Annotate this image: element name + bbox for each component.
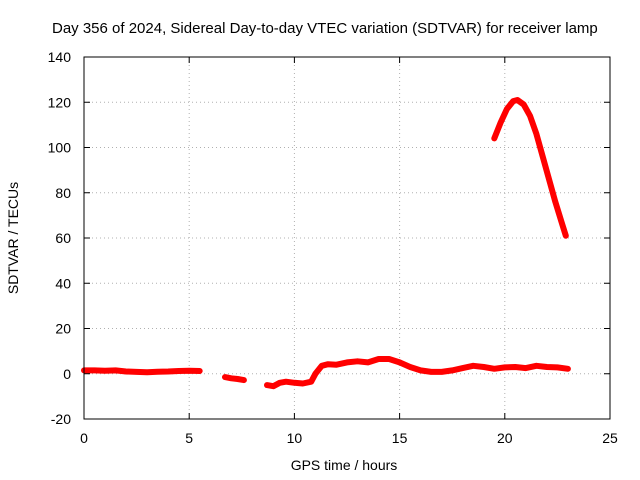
chart-title: Day 356 of 2024, Sidereal Day-to-day VTE… xyxy=(52,20,598,37)
x-tick-label: 25 xyxy=(602,430,618,446)
data-series xyxy=(81,97,571,390)
y-tick-label: 20 xyxy=(55,321,71,337)
x-tick-label: 0 xyxy=(80,430,88,446)
series-line-segment-1 xyxy=(81,367,203,376)
series-line-segment-2 xyxy=(222,374,247,384)
x-tick-label: 5 xyxy=(185,430,193,446)
y-tick-label: -20 xyxy=(51,411,71,427)
x-tick-label: 10 xyxy=(287,430,303,446)
y-tick-label: 60 xyxy=(55,230,71,246)
y-tick-label: 120 xyxy=(48,94,72,110)
x-tick-label: 20 xyxy=(497,430,513,446)
y-tick-label: 40 xyxy=(55,275,71,291)
y-tick-label: 140 xyxy=(48,49,72,65)
series-line-segment-4 xyxy=(396,359,571,375)
x-axis-label: GPS time / hours xyxy=(291,457,398,473)
x-tick-label: 15 xyxy=(392,430,408,446)
y-tick-label: 100 xyxy=(48,140,72,156)
y-axis-label: SDTVAR / TECUs xyxy=(5,182,21,294)
series-line-segment-3 xyxy=(264,356,403,390)
series-line-segment-5 xyxy=(491,97,569,239)
axis-ticks xyxy=(83,56,611,420)
y-tick-label: 0 xyxy=(63,366,71,382)
axis-tick-labels: 0 5 10 15 20 25 -20 0 20 40 60 80 100 120 140 xyxy=(48,49,618,446)
y-tick-label: 80 xyxy=(55,185,71,201)
